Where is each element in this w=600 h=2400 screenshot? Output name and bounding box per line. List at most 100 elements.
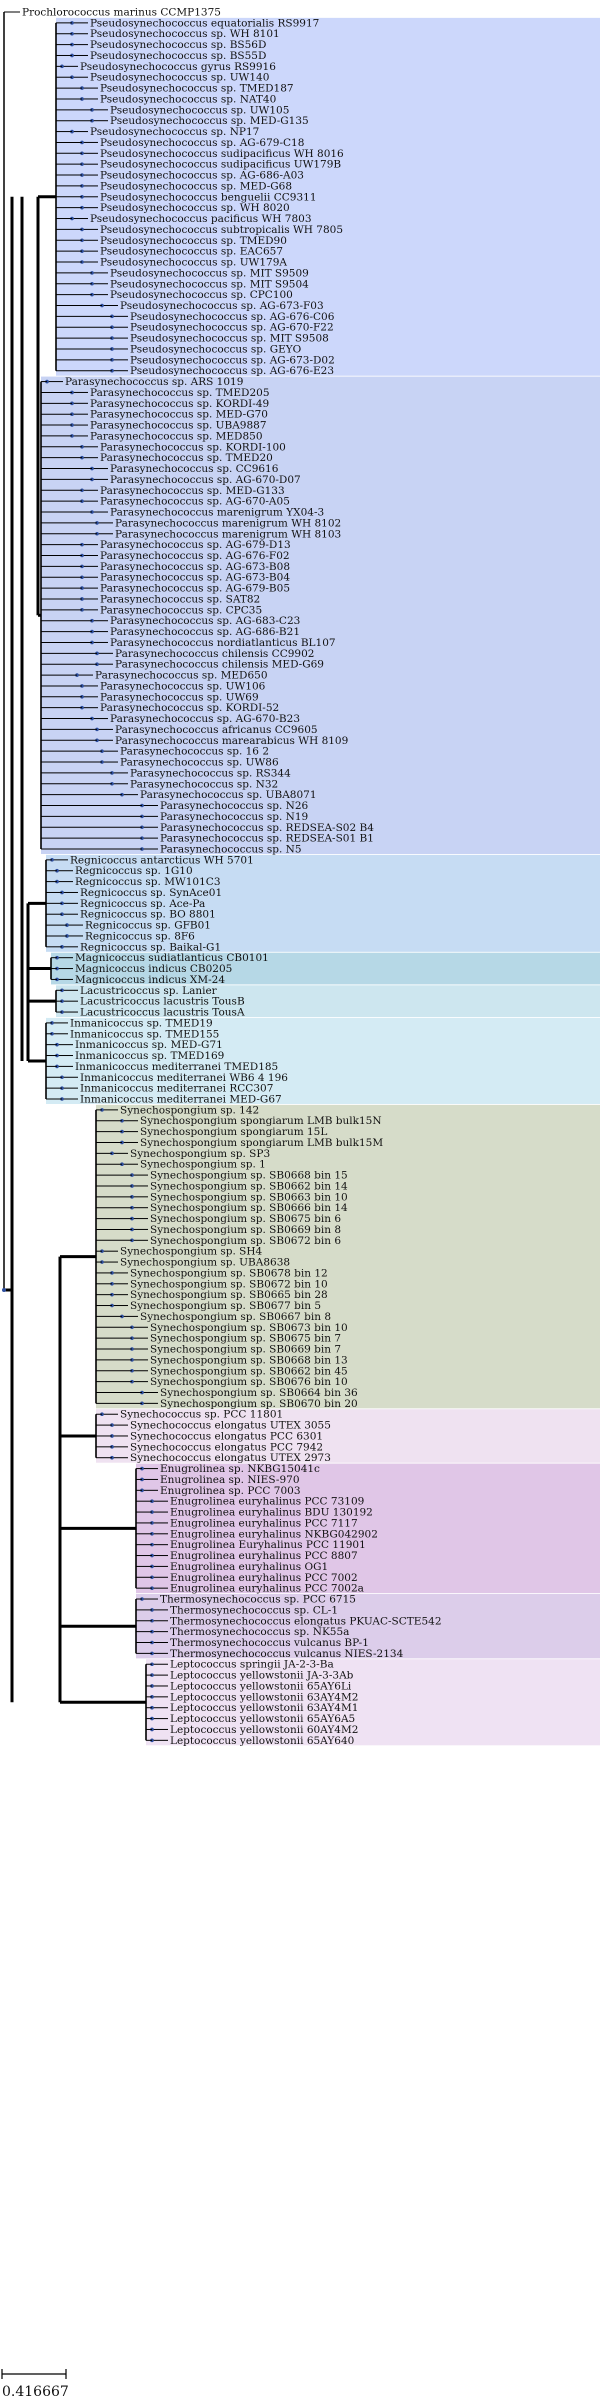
leaf-label: Parasynechococcus sp. MED650 bbox=[95, 670, 268, 682]
leaf-label: Synechospongium spongiarum LMB bulk15N bbox=[140, 1115, 382, 1127]
leaf-label: Enugrolinea euryhalinus PCC 7117 bbox=[170, 1517, 358, 1529]
leaf-label: Synechospongium sp. SB0662 bin 45 bbox=[150, 1365, 348, 1377]
leaf-label: Synechospongium sp. SB0664 bin 36 bbox=[160, 1387, 358, 1399]
leaf-label: Leptococcus springii JA-2-3-Ba bbox=[170, 1659, 334, 1671]
leaf-label: Synechospongium sp. SB0672 bin 6 bbox=[150, 1235, 341, 1247]
leaf-label: Thermosynechococcus sp. CL-1 bbox=[170, 1604, 338, 1616]
leaf-label: Magnicoccus sudiatlanticus CB0101 bbox=[75, 952, 269, 964]
leaf-label: Pseudosynechococcus subtropicalis WH 780… bbox=[100, 224, 343, 236]
leaf-label: Thermosynechococcus sp. NK55a bbox=[170, 1626, 349, 1638]
leaf-label: Enugrolinea euryhalinus PCC 73109 bbox=[170, 1496, 364, 1508]
leaf-label: Parasynechococcus sp. SAT82 bbox=[100, 593, 260, 605]
leaf-label: Parasynechococcus sp. UW106 bbox=[100, 680, 266, 692]
leaf-label: Synechospongium sp. SB0675 bin 7 bbox=[150, 1333, 341, 1345]
leaf-label: Leptococcus yellowstonii 60AY4M2 bbox=[170, 1724, 358, 1736]
leaf-label: Pseudosynechococcus sp. WH 8101 bbox=[90, 28, 280, 40]
leaf-label: Parasynechococcus marenigrum WH 8102 bbox=[115, 517, 341, 529]
leaf-label: Pseudosynechococcus sp. BS56D bbox=[90, 39, 266, 51]
leaf-label: Pseudosynechococcus sp. UW179A bbox=[100, 257, 287, 269]
clade-band-thermo bbox=[136, 1594, 600, 1659]
leaf-label: Pseudosynechococcus sp. MIT S9509 bbox=[110, 267, 309, 279]
leaf-label: Regnicoccus sp. Ace-Pa bbox=[80, 898, 205, 910]
leaf-label: Regnicoccus sp. MW101C3 bbox=[75, 876, 221, 888]
leaf-label: Thermosynechococcus elongatus PKUAC-SCTE… bbox=[170, 1615, 442, 1627]
scale-bar: 0.416667 bbox=[1, 2369, 69, 2400]
leaf-label: Pseudosynechococcus sp. AG-673-F03 bbox=[120, 300, 324, 312]
leaf-label: Magnicoccus indicus XM-24 bbox=[75, 974, 225, 986]
leaf-label: Regnicoccus sp. 1G10 bbox=[75, 865, 193, 877]
leaf-label: Pseudosynechococcus sp. TMED187 bbox=[100, 83, 294, 95]
leaf-label: Parasynechococcus sp. AG-670-A05 bbox=[100, 496, 290, 508]
leaf-label: Pseudosynechococcus sp. AG-676-C06 bbox=[130, 311, 335, 323]
leaf-label: Synechospongium sp. SB0668 bin 13 bbox=[150, 1354, 348, 1366]
leaf-label: Enugrolinea euryhalinus PCC 8807 bbox=[170, 1550, 358, 1562]
leaf-label: Enugrolinea sp. NIES-970 bbox=[160, 1474, 300, 1486]
leaf-label: Pseudosynechococcus sp. EAC657 bbox=[100, 246, 283, 258]
leaf-label: Synechococcus elongatus UTEX 3055 bbox=[130, 1420, 331, 1432]
leaf-label: Parasynechococcus sp. UBA8071 bbox=[140, 789, 317, 801]
leaf-label: Synechospongium sp. SB0675 bin 6 bbox=[150, 1213, 341, 1225]
leaf-label: Enugrolinea euryhalinus BDU 130192 bbox=[170, 1507, 373, 1519]
leaf-label: Pseudosynechococcus benguelii CC9311 bbox=[100, 191, 317, 203]
leaf-label: Enugrolinea euryhalinus NKBG042902 bbox=[170, 1528, 378, 1540]
leaf-label: Parasynechococcus sp. KORDI-49 bbox=[90, 398, 269, 410]
leaf-label: Parasynechococcus sp. AG-679-D13 bbox=[100, 539, 291, 551]
leaf-label: Thermosynechococcus sp. PCC 6715 bbox=[160, 1594, 356, 1606]
leaf-label: Synechococcus elongatus UTEX 2973 bbox=[130, 1452, 331, 1464]
leaf-label: Parasynechococcus sp. AG-670-B23 bbox=[110, 713, 300, 725]
leaf-label: Enugrolinea euryhalinus PCC 7002a bbox=[170, 1583, 364, 1595]
leaf-label: Enugrolinea sp. NKBG15041c bbox=[160, 1463, 320, 1475]
leaf-label: Parasynechococcus sp. CPC35 bbox=[100, 604, 262, 616]
clade-band-enugrolinea bbox=[136, 1463, 600, 1594]
leaf-label: Parasynechococcus marenigrum WH 8103 bbox=[115, 528, 341, 540]
leaf-label: Pseudosynechococcus sp. NP17 bbox=[90, 126, 259, 138]
leaf-label: Prochlorococcus marinus CCMP1375 bbox=[22, 7, 221, 19]
leaf-label: Parasynechococcus sp. N26 bbox=[160, 800, 308, 812]
leaf-label: Parasynechococcus sp. AG-686-B21 bbox=[110, 626, 300, 638]
leaf-label: Inmanicoccus mediterranei TMED185 bbox=[75, 1061, 278, 1073]
leaf-label: Synechospongium sp. SB0669 bin 7 bbox=[150, 1344, 341, 1356]
leaf-label: Parasynechococcus sp. ARS 1019 bbox=[65, 376, 243, 388]
leaf-label: Pseudosynechococcus equatorialis RS9917 bbox=[90, 17, 319, 29]
leaf-label: Regnicoccus sp. BO 8801 bbox=[80, 909, 216, 921]
leaf-label: Parasynechococcus sp. N19 bbox=[160, 811, 308, 823]
leaf-label: Pseudosynechococcus sp. MED-G135 bbox=[110, 115, 309, 127]
leaf-label: Parasynechococcus sp. 16 2 bbox=[120, 746, 269, 758]
leaf-label: Parasynechococcus sp. N5 bbox=[160, 843, 302, 855]
clade-band-regni bbox=[46, 854, 600, 952]
leaf-label: Lacustricoccus lacustris TousA bbox=[80, 1007, 245, 1019]
leaf-label: Inmanicoccus mediterranei WB6 4 196 bbox=[80, 1072, 288, 1084]
leaf-label: Pseudosynechococcus sp. MIT S9504 bbox=[110, 278, 309, 290]
leaf-label: Synechospongium sp. SB0662 bin 14 bbox=[150, 1180, 348, 1192]
leaf-label: Enugrolinea euryhalinus PCC 7002 bbox=[170, 1572, 358, 1584]
leaf-label: Pseudosynechococcus sp. UW140 bbox=[90, 72, 269, 84]
leaf-label: Synechococcus elongatus PCC 7942 bbox=[130, 1441, 323, 1453]
leaf-label: Synechospongium sp. SB0667 bin 8 bbox=[140, 1311, 331, 1323]
leaf-label: Pseudosynechococcus sp. TMED90 bbox=[100, 235, 287, 247]
leaf-label: Synechospongium sp. SB0673 bin 10 bbox=[150, 1322, 348, 1334]
leaf-label: Pseudosynechococcus sp. AG-679-C18 bbox=[100, 137, 304, 149]
leaf-label: Parasynechococcus marearabicus WH 8109 bbox=[115, 735, 348, 747]
tree-branches bbox=[2, 12, 168, 1743]
clade-band-pseudo bbox=[56, 17, 600, 376]
leaf-label: Pseudosynechococcus gyrus RS9916 bbox=[80, 61, 276, 73]
leaf-label: Pseudosynechococcus sudipacificus UW179B bbox=[100, 159, 341, 171]
leaf-label: Parasynechococcus sp. AG-679-B05 bbox=[100, 583, 290, 595]
leaf-label: Parasynechococcus sp. RS344 bbox=[130, 767, 291, 779]
leaf-label: Regnicoccus sp. 8F6 bbox=[85, 930, 195, 942]
leaf-label: Parasynechococcus sp. AG-673-B04 bbox=[100, 572, 290, 584]
leaf-label: Synechospongium sp. UBA8638 bbox=[120, 1257, 290, 1269]
leaf-label: Pseudosynechococcus sp. MED-G68 bbox=[100, 180, 292, 192]
leaf-label: Synechospongium sp. SB0663 bin 10 bbox=[150, 1191, 348, 1203]
leaf-label: Synechospongium spongiarum 15L bbox=[140, 1126, 327, 1138]
leaf-label: Parasynechococcus sp. AG-673-B08 bbox=[100, 561, 290, 573]
clade-band-magni bbox=[51, 952, 600, 985]
scale-bar-label: 0.416667 bbox=[2, 2384, 69, 2400]
leaf-label: Synechospongium sp. SB0666 bin 14 bbox=[150, 1202, 348, 1214]
leaf-label: Enugrolinea sp. PCC 7003 bbox=[160, 1485, 301, 1497]
leaf-label: Synechospongium sp. SB0665 bin 28 bbox=[130, 1289, 328, 1301]
leaf-label: Leptococcus yellowstonii 65AY640 bbox=[170, 1735, 354, 1747]
leaf-label: Lacustricoccus lacustris TousB bbox=[80, 996, 245, 1008]
clade-band-para bbox=[41, 376, 600, 854]
